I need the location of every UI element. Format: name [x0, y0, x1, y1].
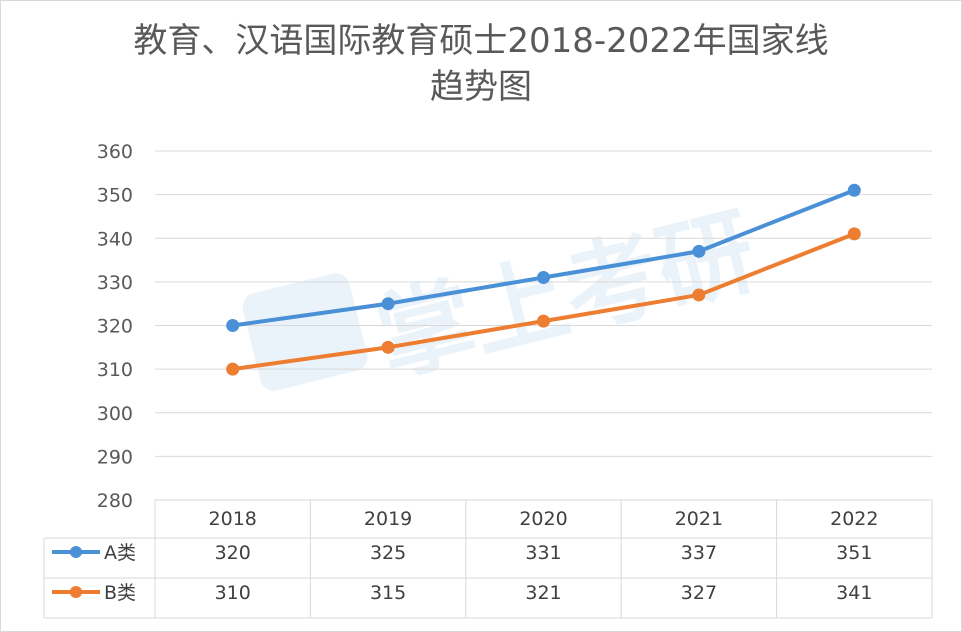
x-tick-label-2019: 2019: [364, 508, 412, 530]
y-tick-label-300: 300: [97, 403, 133, 425]
data-point-1-0: [226, 362, 240, 376]
x-tick-label-2020: 2020: [519, 508, 567, 530]
series-label-1: B类: [104, 582, 136, 604]
data-point-0-0: [226, 319, 240, 332]
chart-title-line-2: 趋势图: [430, 67, 532, 107]
y-tick-label-320: 320: [97, 316, 133, 338]
y-tick-label-280: 280: [97, 490, 133, 512]
y-tick-label-340: 340: [97, 228, 133, 250]
y-axis-ticks: 360 350 340 330 320 310 300 290 280: [97, 141, 133, 512]
series-lines: [226, 183, 861, 376]
x-tick-label-2022: 2022: [830, 508, 878, 530]
data-label-1-4: 341: [836, 582, 872, 604]
legend-marker-0: [70, 546, 82, 558]
x-tick-label-2018: 2018: [209, 508, 257, 530]
watermark-logo-icon: [242, 273, 368, 391]
legend-marker-1: [70, 586, 82, 598]
x-tick-label-2021: 2021: [675, 508, 723, 530]
y-tick-label-360: 360: [97, 141, 133, 163]
y-tick-label-290: 290: [97, 446, 133, 468]
data-label-1-1: 315: [370, 582, 406, 604]
y-tick-label-350: 350: [97, 185, 133, 207]
series-label-0: A类: [104, 542, 136, 564]
data-label-0-2: 331: [525, 542, 561, 564]
data-point-0-4: [847, 183, 861, 197]
data-point-0-3: [692, 244, 706, 258]
data-point-0-1: [381, 297, 395, 311]
data-point-1-4: [847, 227, 861, 241]
chart-title: 教育、汉语国际教育硕士2018-2022年国家线 趋势图: [0, 18, 962, 110]
data-point-1-2: [537, 314, 550, 328]
data-label-1-2: 321: [525, 582, 561, 604]
data-label-0-3: 337: [681, 542, 717, 564]
chart-title-line-1: 教育、汉语国际教育硕士2018-2022年国家线: [133, 21, 829, 61]
data-point-1-3: [692, 288, 706, 302]
data-point-0-2: [537, 271, 550, 285]
data-label-0-1: 325: [370, 542, 406, 564]
data-label-0-4: 351: [836, 542, 872, 564]
y-tick-label-310: 310: [97, 359, 133, 381]
data-label-0-0: 320: [215, 542, 251, 564]
data-table: 2018 2019 2020 2021 2022 A类 320 325 331 337 351 B类 3…: [43, 499, 933, 619]
data-point-1-1: [381, 340, 395, 354]
data-label-1-3: 327: [681, 582, 717, 604]
data-label-1-0: 310: [215, 582, 251, 604]
y-tick-label-330: 330: [97, 272, 133, 294]
